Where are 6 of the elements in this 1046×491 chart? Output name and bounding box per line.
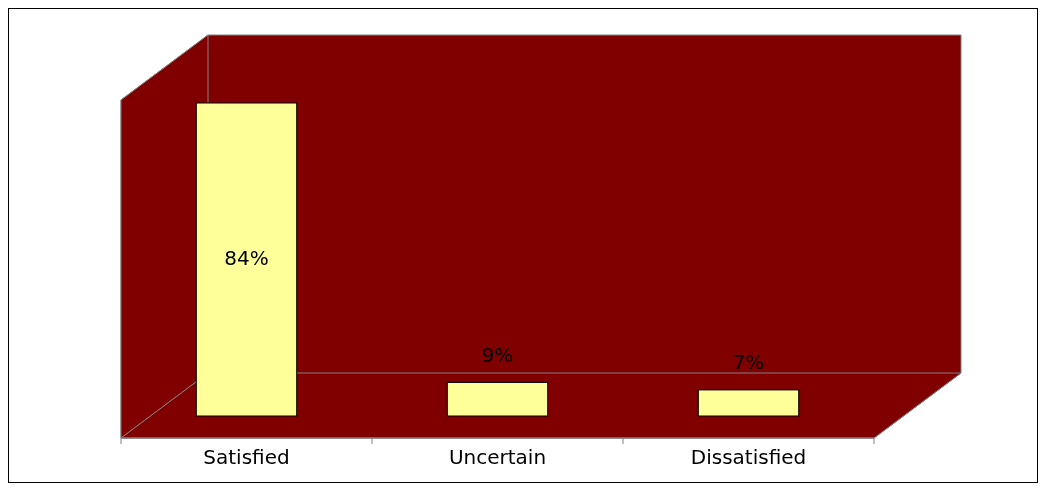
x-tick-label: Dissatisfied: [690, 445, 807, 469]
x-tick-label: Satisfied: [203, 445, 290, 469]
x-tick-label: Uncertain: [448, 445, 547, 469]
data-label: 7%: [732, 350, 765, 375]
data-label: 84%: [224, 246, 269, 270]
data-label: 9%: [481, 342, 514, 367]
